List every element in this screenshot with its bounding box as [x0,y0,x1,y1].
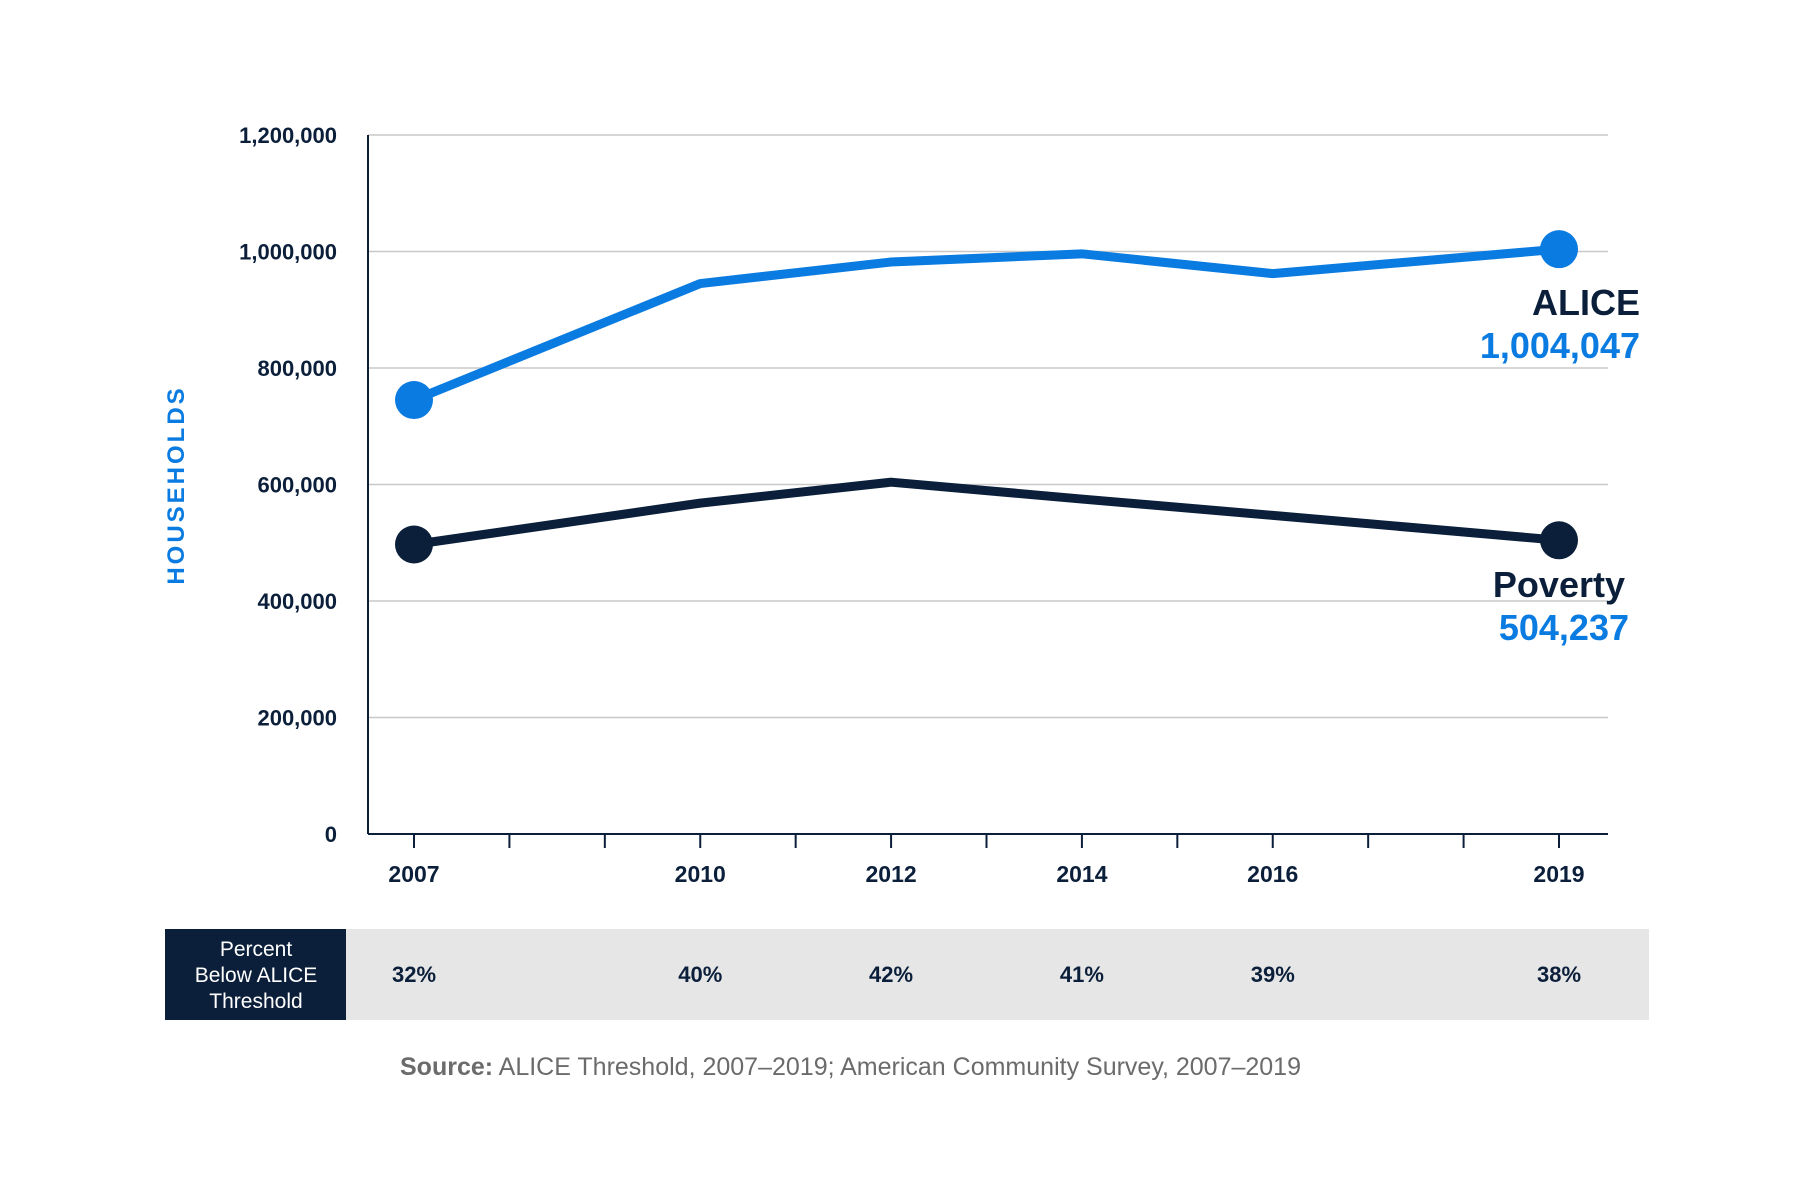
y-axis-label: HOUSEHOLDS [163,385,190,584]
percent-row-label-line-1: Percent [220,938,293,961]
y-tick-label: 200,000 [257,706,337,731]
y-tick-label: 600,000 [257,473,337,498]
percent-row-label-line-3: Threshold [209,990,302,1013]
axes [367,135,1608,848]
percent-value: 42% [869,962,913,987]
series-name-label: ALICE [1532,282,1640,323]
percent-value: 39% [1251,962,1295,987]
series-lines [395,230,1578,564]
gridlines [368,134,1608,719]
x-tick-label: 2007 [388,861,439,887]
x-tick-label: 2019 [1533,861,1584,887]
percent-row-label-box [165,929,346,1020]
y-tick-label: 400,000 [257,589,337,614]
series-end-value-label: 504,237 [1499,607,1629,648]
series-line-poverty [409,477,1564,549]
y-tick-label: 800,000 [257,356,337,381]
source-lead: Source: [400,1053,493,1081]
y-tick-labels: 0 200,000 400,000 600,000 800,000 1,000,000 1,… [239,123,337,847]
percent-value: 41% [1060,962,1104,987]
percent-values: 32% 40% 42% 41% 39% 38% [392,962,1581,987]
source-note: Source: ALICE Threshold, 2007–2019; Amer… [400,1053,1301,1081]
y-tick-label: 1,000,000 [239,240,337,265]
percent-value: 32% [392,962,436,987]
series-end-point-alice [1540,230,1578,269]
percent-below-threshold-row: Percent Below ALICE Threshold 32% 40% 42% 4… [165,929,1649,1020]
series-start-point-poverty [395,525,433,564]
x-tick-labels: 2007 2010 2012 2014 2016 2019 [388,861,1584,887]
x-tick-label: 2010 [675,861,726,887]
percent-value: 38% [1537,962,1581,987]
percent-row-label-line-2: Below ALICE [195,964,318,987]
series-line-alice [409,244,1564,405]
series-start-point-alice [395,381,433,420]
y-tick-label: 1,200,000 [239,123,337,148]
series-end-value-label: 1,004,047 [1480,325,1640,366]
y-tick-label: 0 [325,822,337,847]
series-end-point-poverty [1540,521,1578,560]
percent-value: 40% [678,962,722,987]
series-name-label: Poverty [1493,564,1625,605]
x-tick-label: 2016 [1247,861,1298,887]
percent-row-background [345,929,1649,1020]
x-tick-label: 2014 [1056,861,1107,887]
x-tick-label: 2012 [865,861,916,887]
source-text: ALICE Threshold, 2007–2019; American Com… [493,1053,1301,1081]
